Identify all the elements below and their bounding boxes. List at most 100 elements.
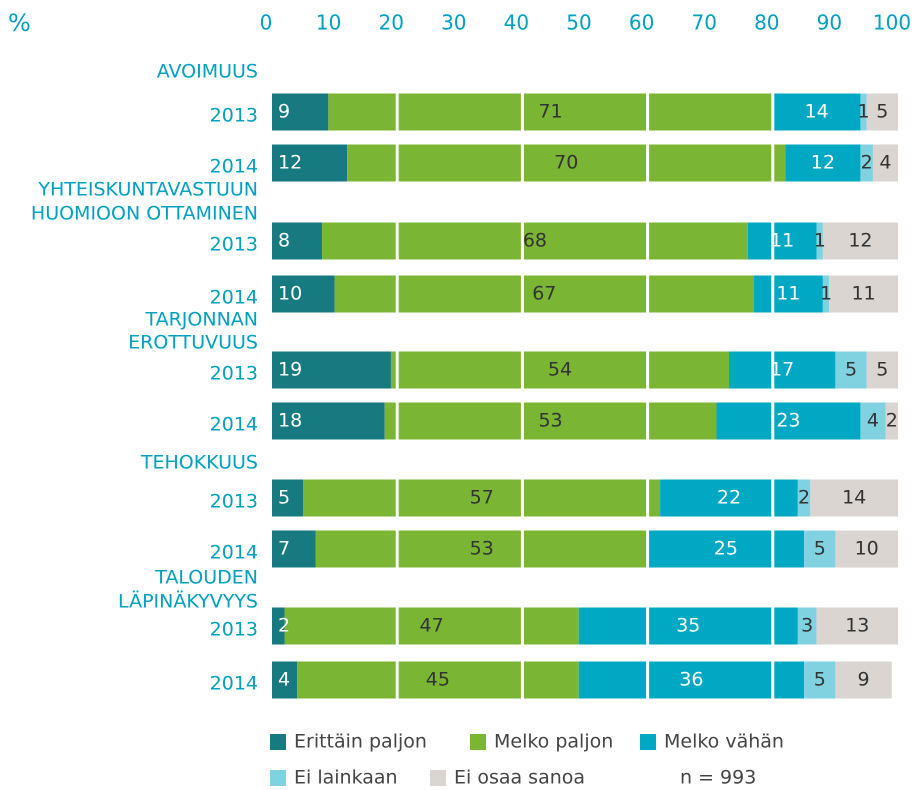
bar-segment — [390, 351, 729, 389]
legend-label: Ei osaa sanoa — [454, 767, 585, 789]
bar-segment — [647, 530, 805, 568]
data-label: 25 — [714, 538, 738, 560]
x-tick-label: 0 — [260, 11, 273, 35]
data-label: 12 — [848, 230, 872, 252]
data-label: 57 — [470, 487, 494, 509]
data-label: 5 — [814, 669, 826, 691]
data-label: 8 — [278, 230, 290, 252]
y-tick-label: 2013 — [210, 105, 258, 127]
bar-segment — [578, 607, 798, 645]
bar-segment — [284, 607, 579, 645]
bar-segment — [785, 144, 861, 182]
bar-segment — [272, 479, 304, 517]
bar-segment — [822, 275, 830, 313]
data-label: 3 — [801, 615, 813, 637]
bar-segment — [860, 93, 867, 131]
data-label: 2 — [798, 487, 810, 509]
y-tick-label: 2014 — [210, 673, 258, 695]
data-label: 1 — [814, 230, 826, 252]
bar-segment — [866, 93, 898, 131]
bar-segment — [384, 402, 717, 440]
bar-segment — [272, 93, 329, 131]
y-tick-label: 2013 — [210, 234, 258, 256]
bar-segment — [347, 144, 786, 182]
axis-unit: % — [8, 9, 31, 37]
data-label: 67 — [532, 283, 556, 305]
legend-label: Melko vähän — [664, 731, 784, 753]
data-label: 54 — [548, 359, 572, 381]
data-label: 7 — [278, 538, 290, 560]
data-label: 19 — [278, 359, 302, 381]
bar-segment — [885, 402, 898, 440]
x-tick-label: 20 — [378, 11, 403, 35]
data-label: 12 — [811, 152, 835, 174]
y-tick-label: 2013 — [210, 619, 258, 641]
bar-segment — [328, 93, 773, 131]
bar-segment — [860, 402, 886, 440]
data-label: 47 — [420, 615, 444, 637]
bar-segment — [866, 351, 898, 389]
data-label: 68 — [523, 230, 547, 252]
bar-segment — [660, 479, 798, 517]
bar-segment — [272, 351, 391, 389]
data-label: 1 — [820, 283, 832, 305]
data-label: 53 — [470, 538, 494, 560]
bar-segment — [772, 93, 861, 131]
legend-label: Erittäin paljon — [294, 731, 427, 753]
y-tick-label: 2013 — [210, 491, 258, 513]
data-label: 22 — [717, 487, 741, 509]
bar-segment — [804, 530, 836, 568]
group-label: AVOIMUUS — [157, 61, 258, 83]
data-label: 23 — [776, 410, 800, 432]
bar-segment — [860, 144, 873, 182]
bar-segment — [754, 275, 823, 313]
data-label: 45 — [426, 669, 450, 691]
legend-swatch — [470, 734, 486, 750]
legend-swatch — [640, 734, 656, 750]
data-label: 35 — [676, 615, 700, 637]
data-label: 71 — [538, 101, 562, 123]
data-label: 9 — [278, 101, 290, 123]
data-label: 5 — [876, 359, 888, 381]
y-tick-label: 2014 — [210, 287, 258, 309]
x-tick-label: 90 — [817, 11, 842, 35]
x-tick-label: 40 — [504, 11, 529, 35]
bar-segment — [272, 661, 298, 699]
y-tick-label: 2014 — [210, 414, 258, 436]
data-label: 10 — [855, 538, 879, 560]
data-label: 4 — [867, 410, 879, 432]
x-tick-label: 60 — [629, 11, 654, 35]
x-tick-label: 30 — [441, 11, 466, 35]
data-label: 11 — [851, 283, 875, 305]
data-label: 4 — [278, 669, 290, 691]
data-label: 14 — [805, 101, 829, 123]
data-label: 12 — [278, 152, 302, 174]
y-tick-label: 2014 — [210, 156, 258, 178]
bar-segment — [797, 479, 811, 517]
bar-segment — [716, 402, 861, 440]
data-label: 14 — [842, 487, 866, 509]
bar-segment — [797, 607, 817, 645]
data-label: 18 — [278, 410, 302, 432]
group-label: LÄPINÄKYVYYS — [118, 590, 258, 613]
group-label: HUOMIOON OTTAMINEN — [31, 203, 258, 225]
data-label: 5 — [876, 101, 888, 123]
data-label: 5 — [845, 359, 857, 381]
legend-swatch — [430, 770, 446, 786]
bar-segment — [747, 222, 817, 260]
bar-segment — [835, 661, 892, 699]
data-label: 5 — [814, 538, 826, 560]
data-label: 2 — [886, 410, 898, 432]
bar-segment — [816, 222, 823, 260]
bar-segment — [272, 275, 335, 313]
bar-segment — [578, 661, 805, 699]
data-label: 53 — [538, 410, 562, 432]
x-tick-label: 70 — [691, 11, 716, 35]
bar-segment — [297, 661, 579, 699]
data-label: 9 — [858, 669, 870, 691]
bar-segment — [272, 402, 385, 440]
bar-segment — [872, 144, 898, 182]
legend-swatch — [270, 770, 286, 786]
bar-segment — [272, 144, 348, 182]
